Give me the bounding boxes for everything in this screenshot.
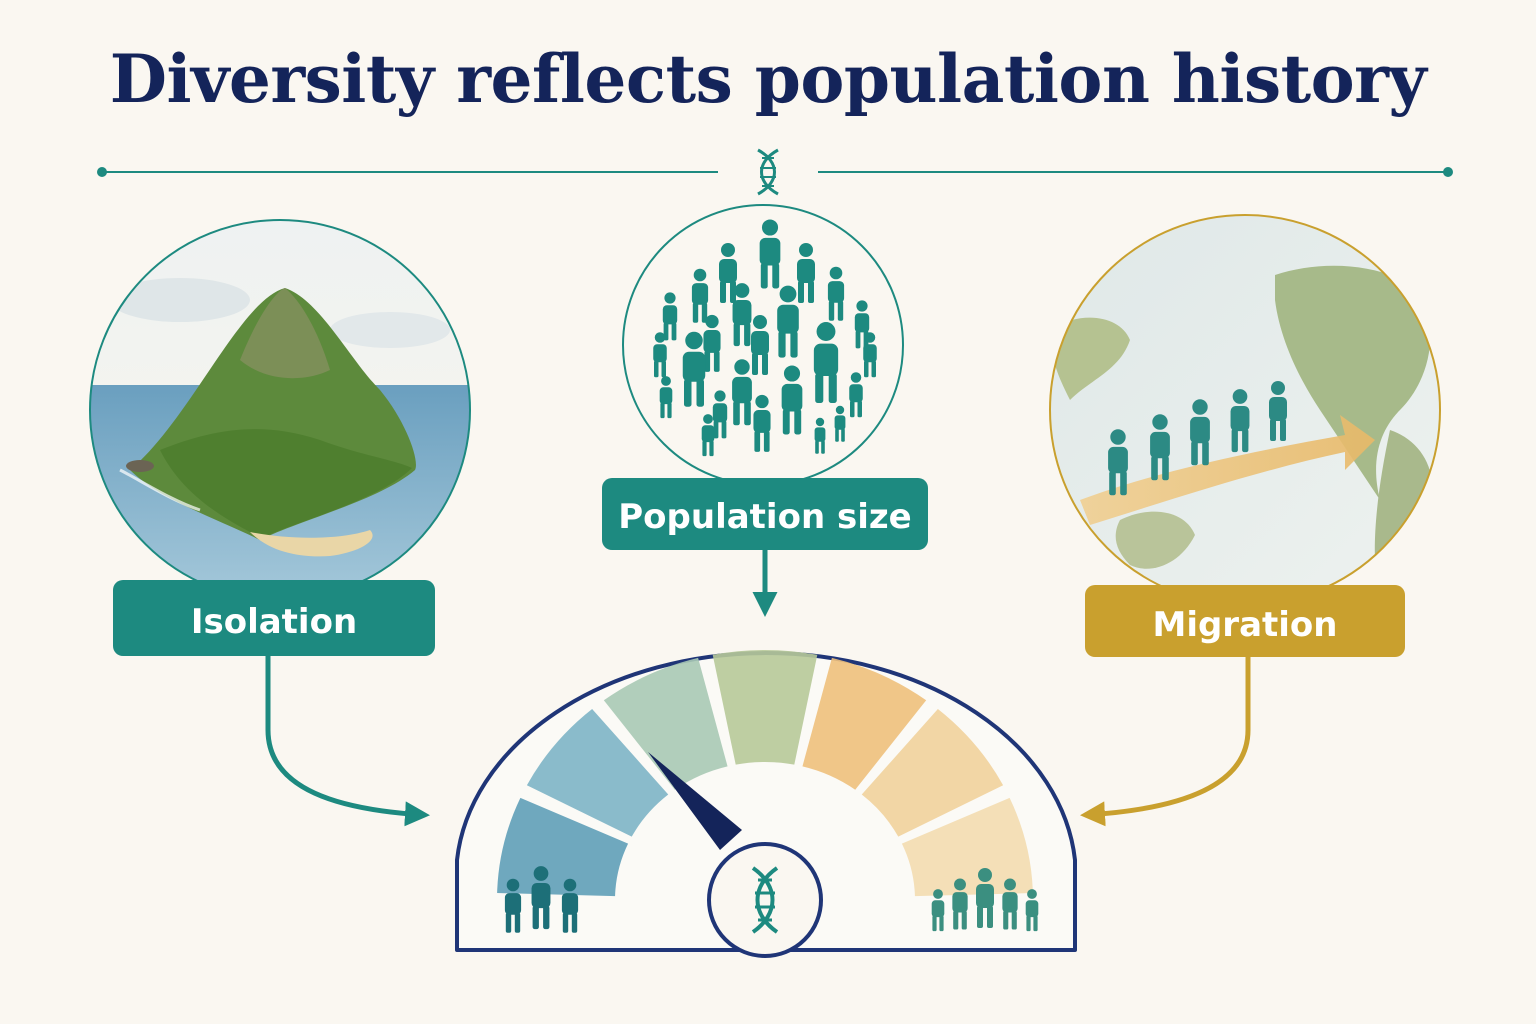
gauge-segment — [712, 650, 818, 765]
gauge-segment — [901, 797, 1033, 897]
population-size-illustration — [622, 204, 904, 486]
migration-label: Migration — [1085, 585, 1405, 657]
gauge-needle — [648, 752, 742, 850]
gauge-segment — [497, 797, 629, 897]
diversity-gauge — [455, 650, 1077, 958]
gauge-segment — [526, 708, 669, 837]
svg-text:Migration: Migration — [1152, 605, 1337, 645]
gauge-segments — [497, 650, 1033, 897]
svg-text:Isolation: Isolation — [191, 602, 357, 642]
isolation-label: Isolation — [113, 580, 435, 656]
gauge-segment — [802, 657, 927, 790]
gauge-segment — [603, 657, 728, 790]
svg-text:Population size: Population size — [618, 497, 911, 537]
population-size-label: Population size — [602, 478, 928, 550]
header-divider — [97, 148, 1453, 196]
migration-illustration — [1049, 214, 1441, 606]
migration-arrow — [1080, 657, 1251, 827]
dna-icon — [751, 866, 779, 934]
isolation-illustration — [89, 219, 471, 601]
dna-icon — [757, 148, 779, 196]
gauge-hub — [707, 842, 823, 958]
isolation-arrow — [265, 656, 430, 827]
page-title: Diversity reflects population history — [109, 40, 1427, 118]
gauge-segment — [861, 708, 1004, 837]
